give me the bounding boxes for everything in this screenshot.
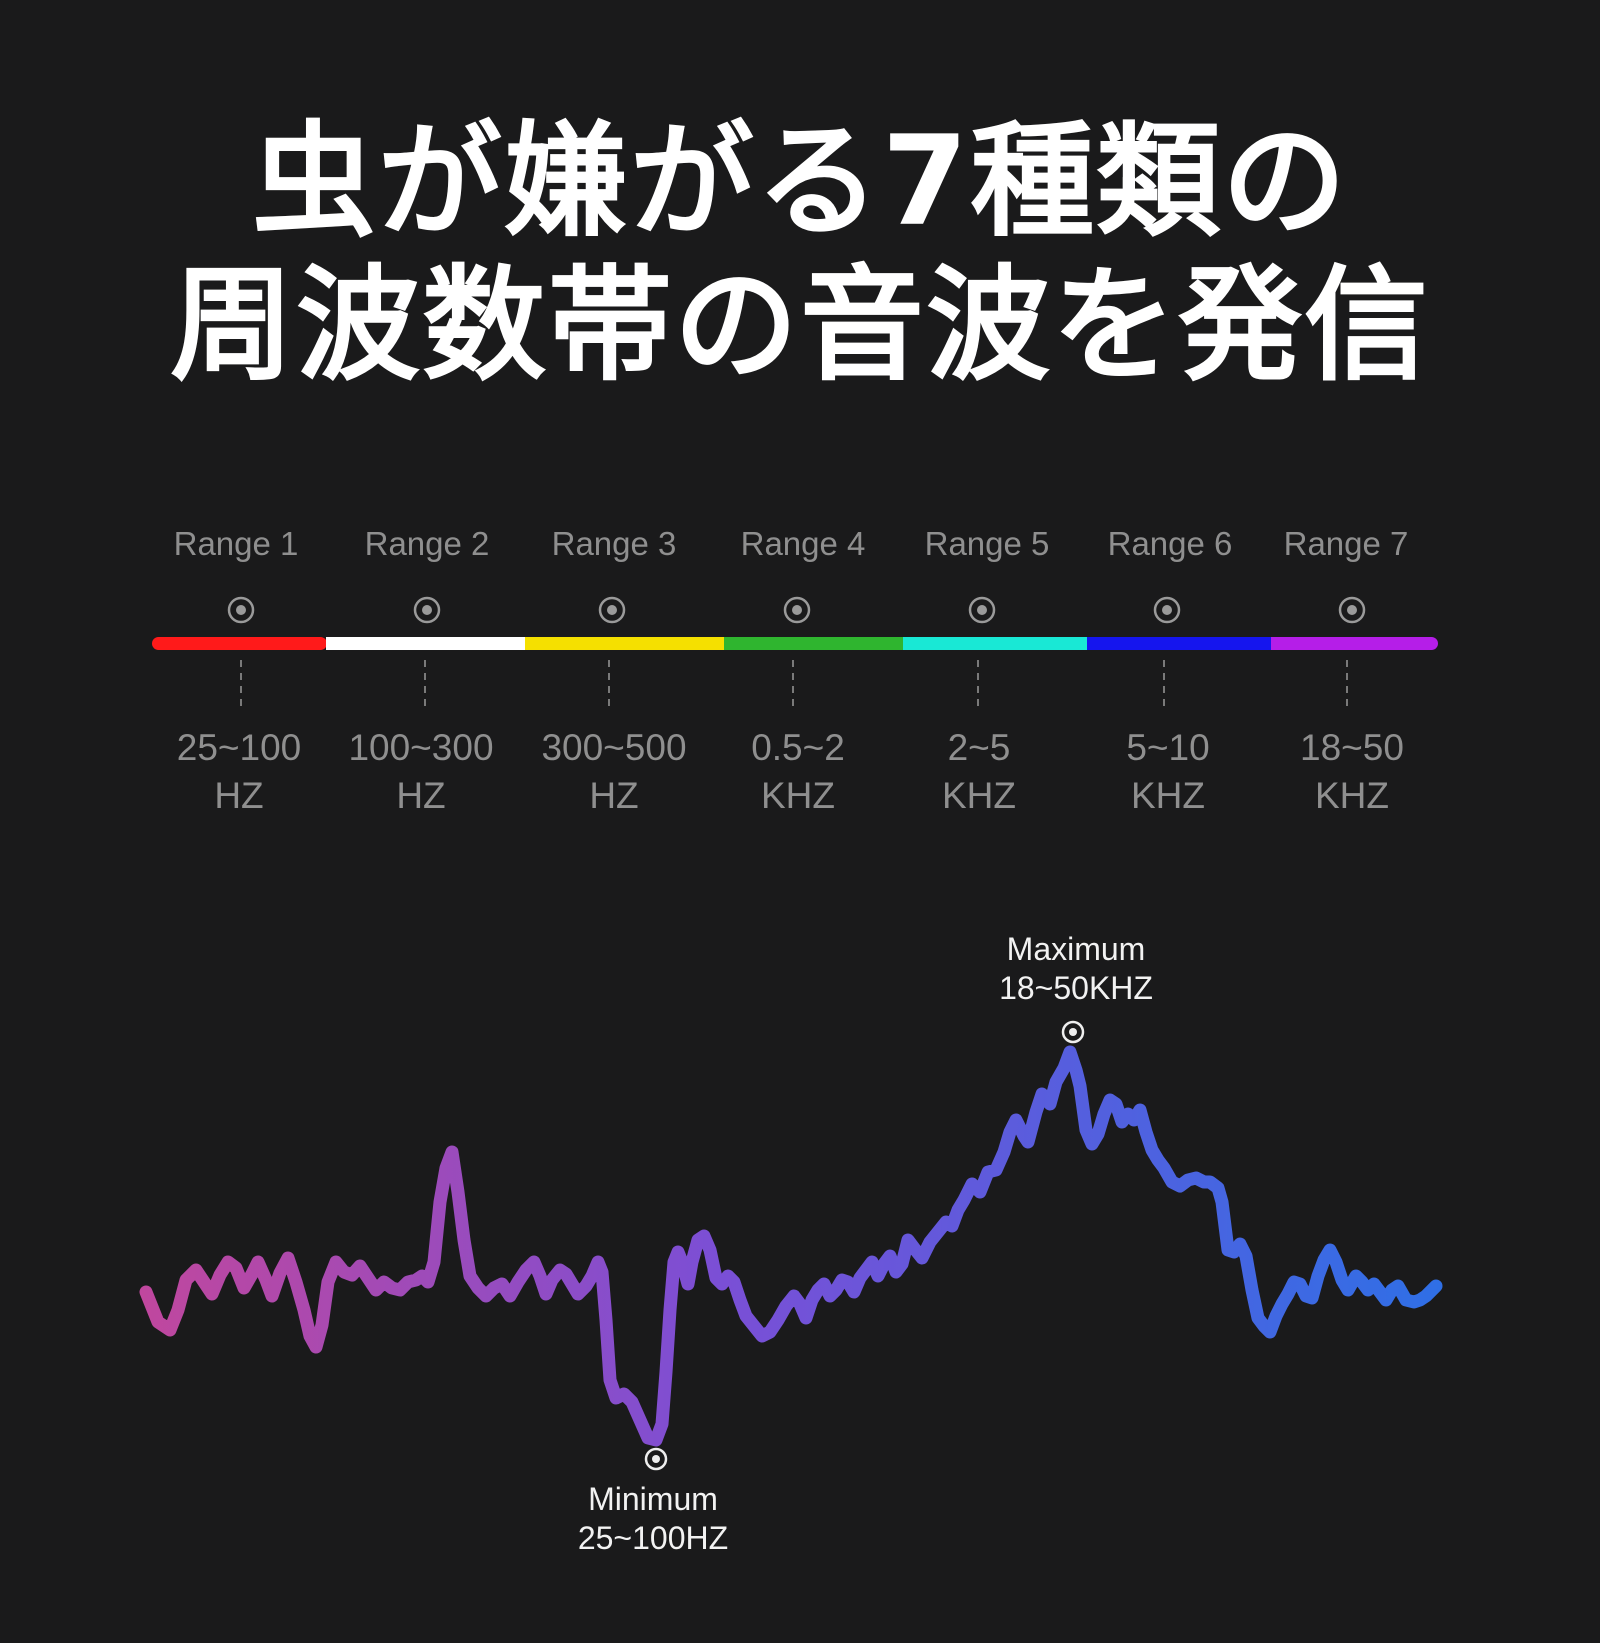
range-5-label: Range 5 (924, 525, 1050, 562)
range-4-label: Range 4 (740, 525, 866, 562)
range-3-label: Range 3 (551, 525, 677, 562)
headline-line-1: 虫が嫌がる7種類の (251, 110, 1349, 254)
range-7-label: Range 7 (1283, 525, 1409, 562)
range-3-marker-icon (598, 596, 626, 624)
range-2-marker-icon (413, 596, 441, 624)
minimum-title: Minimum (588, 1481, 718, 1517)
range-1-freq-unit: HZ (214, 775, 264, 816)
range-7-color-segment-square (1271, 637, 1291, 650)
range-3-frequency: 300~500 HZ (519, 724, 709, 820)
range-7-color-segment (1271, 637, 1438, 650)
range-3-color-segment (525, 637, 725, 650)
range-1-color-segment (152, 637, 327, 650)
range-5-marker-icon (968, 596, 996, 624)
minimum-annotation: Minimum 25~100HZ (523, 1480, 783, 1558)
range-2-frequency: 100~300 HZ (326, 724, 516, 820)
range-7-frequency: 18~50 KHZ (1257, 724, 1447, 820)
range-2-freq-unit: HZ (396, 775, 446, 816)
range-1-label: Range 1 (173, 525, 299, 562)
maximum-title: Maximum (1006, 931, 1146, 967)
range-5-color-segment (903, 637, 1088, 650)
range-6-marker-icon (1153, 596, 1181, 624)
range-2-freq-value: 100~300 (348, 727, 494, 768)
range-3-freq-unit: HZ (589, 775, 639, 816)
range-5-frequency: 2~5 KHZ (884, 724, 1074, 820)
range-6-freq-unit: KHZ (1131, 775, 1205, 816)
minimum-marker-icon (644, 1447, 668, 1471)
range-7-freq-value: 18~50 (1300, 727, 1404, 768)
range-4-marker-icon (783, 596, 811, 624)
range-1-marker-icon (227, 596, 255, 624)
range-4-freq-unit: KHZ (761, 775, 835, 816)
maximum-value: 18~50KHZ (999, 970, 1153, 1006)
maximum-annotation: Maximum 18~50KHZ (946, 930, 1206, 1008)
range-6-freq-value: 5~10 (1126, 727, 1210, 768)
range-7-marker-icon (1338, 596, 1366, 624)
range-2-label: Range 2 (364, 525, 490, 562)
range-5-freq-value: 2~5 (947, 727, 1011, 768)
range-6-frequency: 5~10 KHZ (1073, 724, 1263, 820)
headline: 虫が嫌がる7種類の 周波数帯の音波を発信 (0, 110, 1600, 398)
range-6-label: Range 6 (1107, 525, 1233, 562)
range-6-color-segment (1087, 637, 1272, 650)
maximum-marker-icon (1061, 1020, 1085, 1044)
range-1-frequency: 25~100 HZ (144, 724, 334, 820)
range-7-freq-unit: KHZ (1315, 775, 1389, 816)
range-2-color-segment (326, 637, 526, 650)
frequency-waveform (139, 1045, 1443, 1447)
range-4-color-segment (724, 637, 904, 650)
range-1-freq-value: 25~100 (176, 727, 302, 768)
range-4-freq-value: 0.5~2 (751, 727, 845, 768)
range-3-freq-value: 300~500 (541, 727, 687, 768)
range-4-frequency: 0.5~2 KHZ (703, 724, 893, 820)
headline-line-2: 周波数帯の音波を発信 (169, 254, 1430, 398)
range-5-freq-unit: KHZ (942, 775, 1016, 816)
minimum-value: 25~100HZ (577, 1520, 729, 1556)
